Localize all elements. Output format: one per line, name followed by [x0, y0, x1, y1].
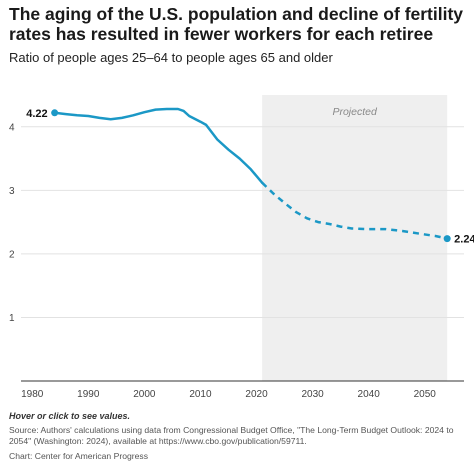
x-tick-label: 2010: [189, 389, 212, 400]
y-tick-label: 3: [9, 186, 15, 197]
historical-series-line[interactable]: [53, 107, 264, 184]
x-tick-label: 2020: [245, 389, 268, 400]
start-point-marker[interactable]: [51, 109, 59, 117]
end-value-label: 2.24: [454, 234, 474, 246]
x-tick-label: 2050: [414, 389, 437, 400]
projected-series-line[interactable]: [261, 181, 448, 240]
x-tick-label: 1980: [21, 389, 44, 400]
chart-subtitle: Ratio of people ages 25–64 to people age…: [9, 50, 333, 65]
chart-title: The aging of the U.S. population and dec…: [9, 4, 464, 44]
start-value-label: 4.22: [26, 108, 47, 120]
source-note: Source: Authors' calculations using data…: [9, 425, 454, 446]
projection-band: [262, 95, 448, 381]
projection-label: Projected: [332, 106, 378, 118]
y-tick-label: 2: [9, 249, 15, 260]
line-chart[interactable]: Projected 1 2 3 4 1980 1990 2000 2010 2020 2030 204…: [0, 0, 474, 410]
end-point-marker[interactable]: [443, 235, 451, 243]
x-tick-label: 2040: [358, 389, 381, 400]
hover-hint: Hover or click to see values.: [9, 411, 131, 421]
chart-credit: Chart: Center for American Progress: [9, 451, 148, 461]
x-tick-label: 1990: [77, 389, 100, 400]
x-tick-label: 2000: [133, 389, 156, 400]
x-tick-label: 2030: [301, 389, 324, 400]
y-tick-label: 1: [9, 313, 15, 324]
y-tick-label: 4: [9, 122, 15, 133]
